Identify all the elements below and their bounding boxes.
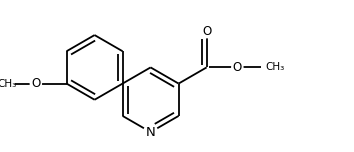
Text: CH₃: CH₃ [266, 62, 285, 72]
Text: O: O [202, 25, 211, 38]
Text: N: N [146, 126, 155, 139]
Circle shape [201, 27, 212, 38]
Circle shape [143, 125, 158, 139]
Text: O: O [233, 61, 242, 74]
Text: CH₃: CH₃ [0, 79, 16, 89]
Circle shape [232, 62, 243, 73]
Circle shape [30, 78, 41, 89]
Text: O: O [31, 77, 40, 90]
